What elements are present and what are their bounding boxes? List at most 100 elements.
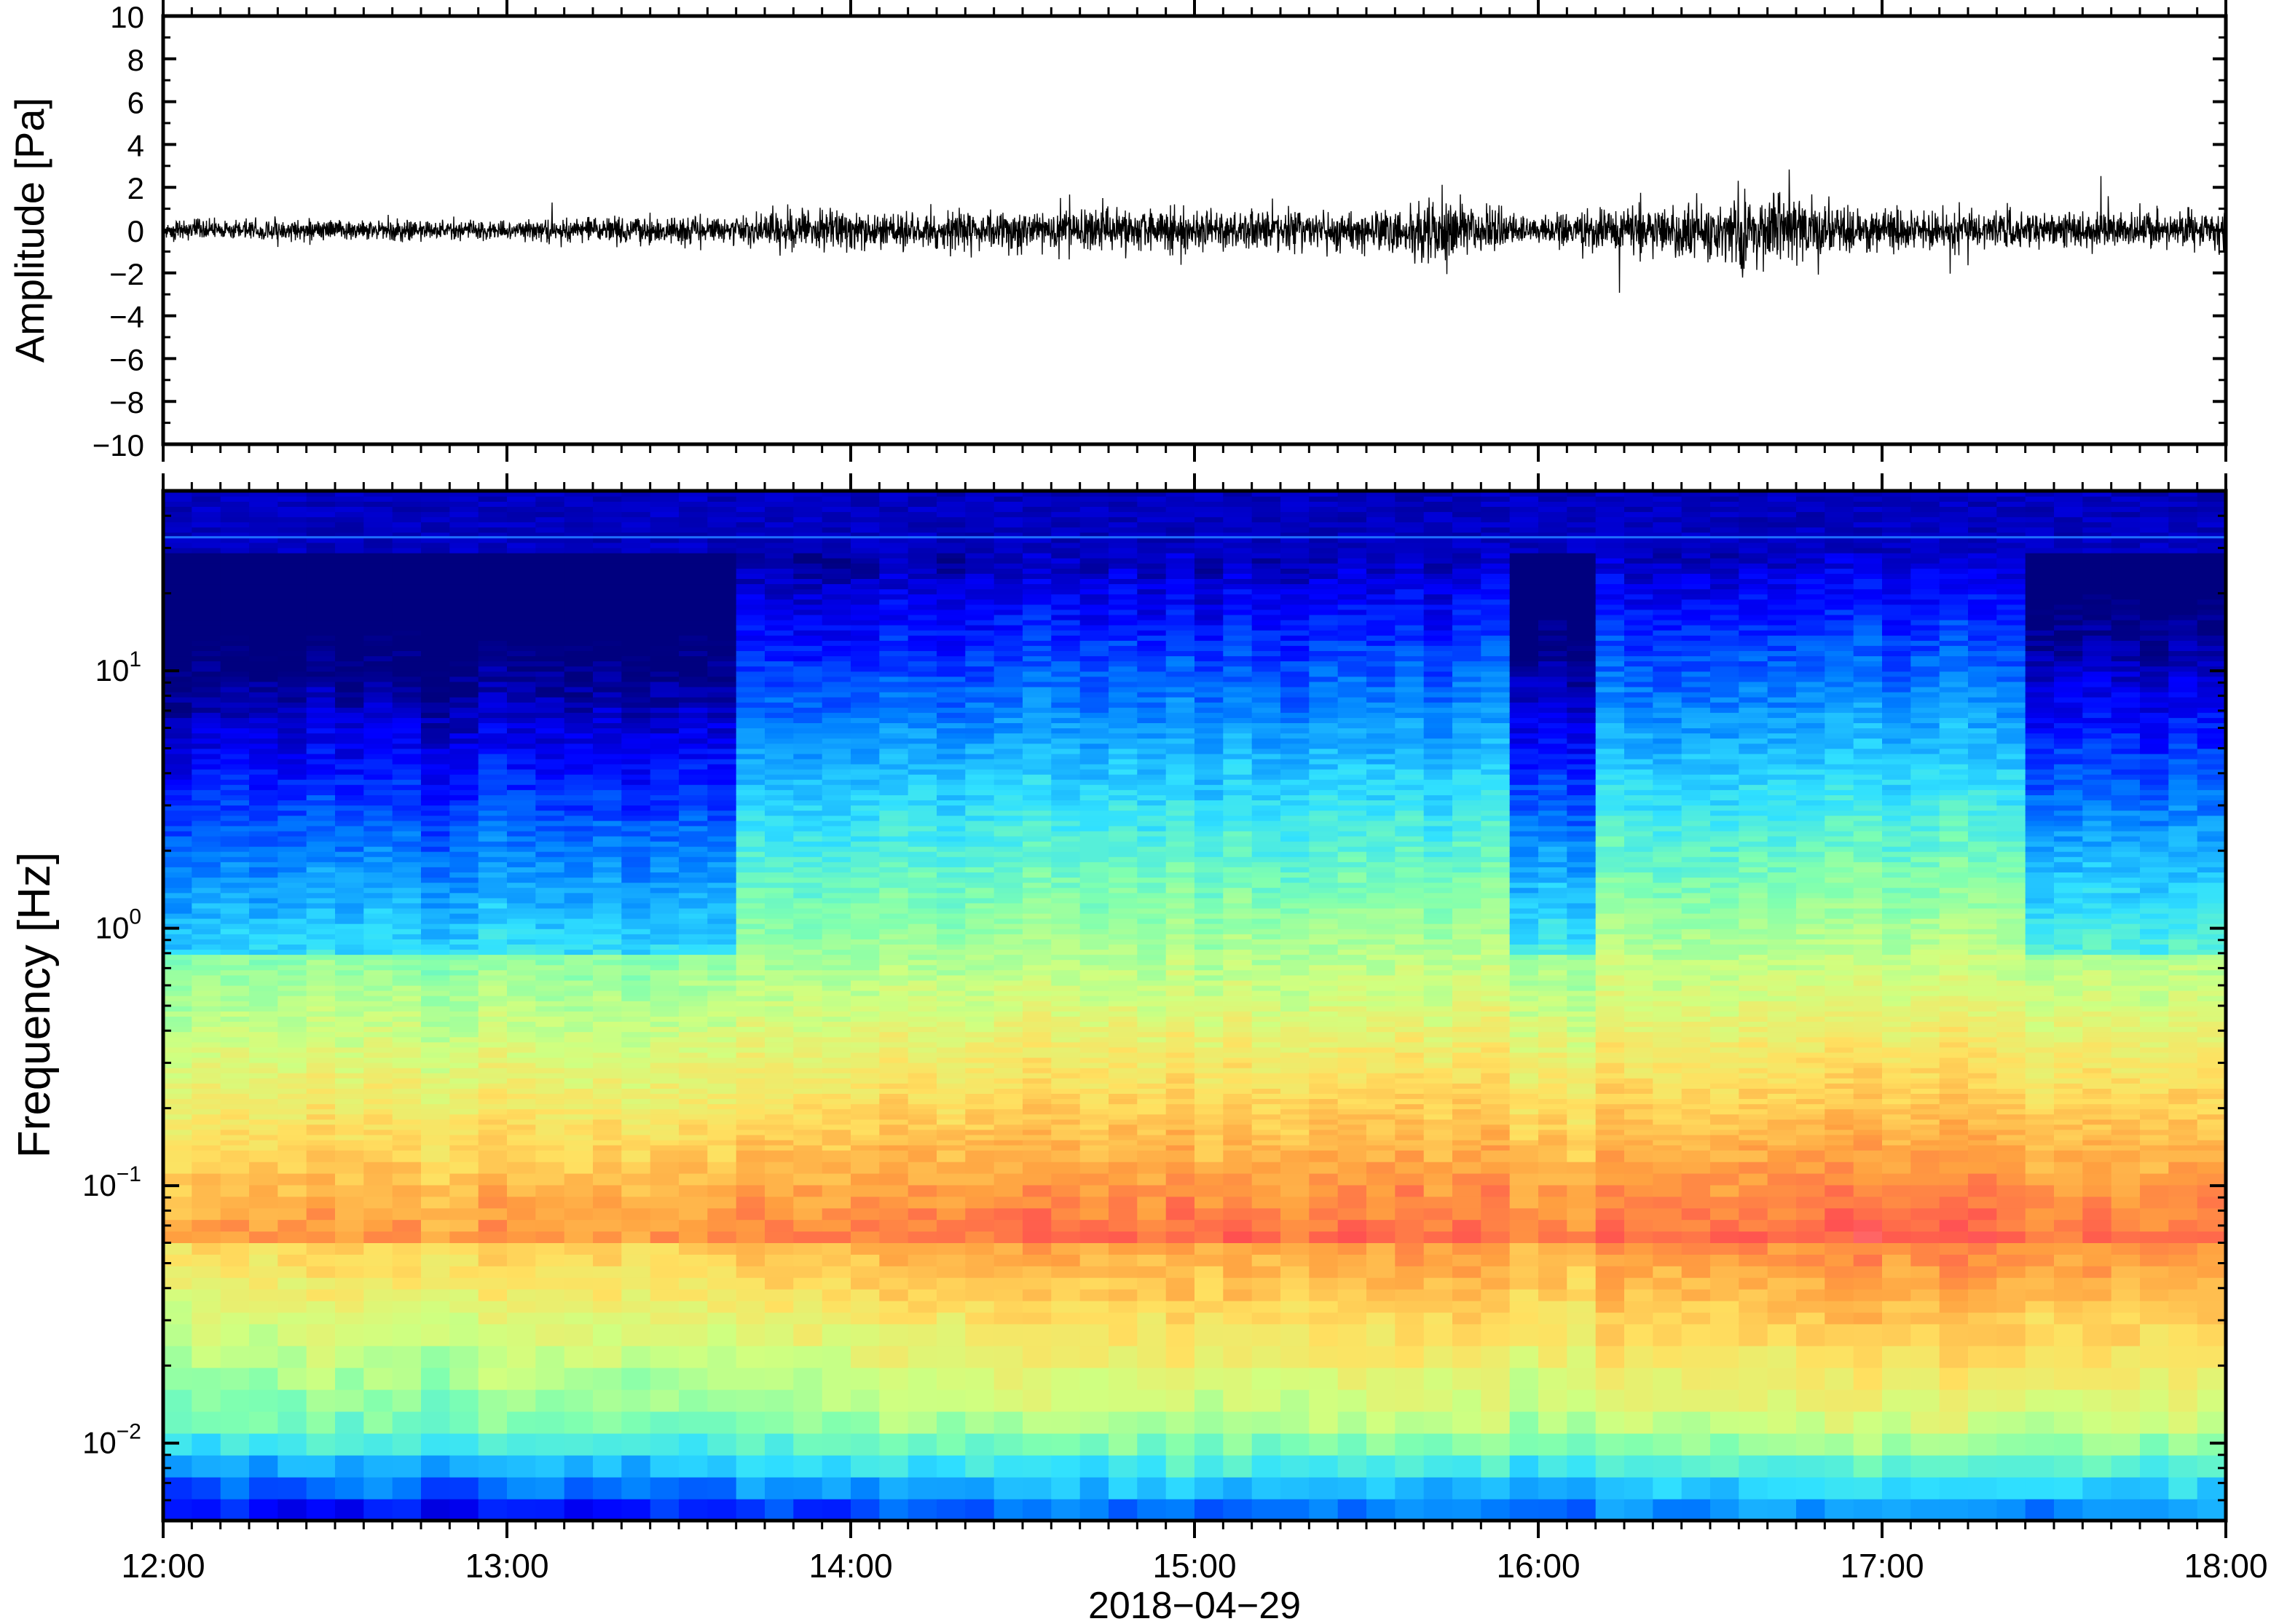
spectrogram-cell [449, 1036, 479, 1043]
spectrogram-cell [736, 588, 765, 595]
spectrogram-cell [278, 964, 307, 971]
spectrogram-cell [335, 1072, 365, 1079]
spectrogram-cell [535, 650, 565, 657]
spectrogram-cell [765, 1242, 795, 1255]
spectrogram-cell [564, 1345, 594, 1368]
spectrogram-cell [793, 635, 823, 641]
spectrogram-cell [908, 681, 937, 687]
spectrogram-cell [621, 1124, 651, 1130]
spectrogram-cell [1023, 1006, 1052, 1012]
spectrogram-cell [1051, 1144, 1081, 1151]
spectrogram-cell [993, 887, 1023, 894]
spectrogram-cell [363, 1389, 393, 1412]
spectrogram-cell [449, 650, 479, 657]
spectrogram-cell [421, 511, 451, 518]
spectrogram-cell [535, 557, 565, 564]
spectrogram-cell [421, 779, 451, 785]
spectrogram-cell [937, 1432, 967, 1456]
spectrogram-cell [1023, 516, 1052, 523]
spectrogram-cell [535, 1016, 565, 1022]
spectrogram-cell [192, 1129, 221, 1135]
spectrogram-cell [908, 1389, 937, 1412]
spectrogram-cell [335, 1000, 365, 1006]
spectrogram-cell [822, 573, 851, 579]
spectrogram-cell [392, 706, 422, 713]
spectrogram-cell [707, 619, 737, 626]
spectrogram-cell [765, 666, 795, 672]
spectrogram-cell [908, 1016, 937, 1022]
spectrogram-cell [163, 1499, 193, 1521]
spectrogram-cell [278, 733, 307, 739]
spectrogram-cell [793, 954, 823, 961]
spectrogram-cell [822, 629, 851, 636]
spectrogram-cell [335, 949, 365, 955]
spectrogram-cell [507, 882, 537, 888]
spectrogram-cell [220, 666, 250, 672]
spectrogram-cell [621, 959, 651, 966]
spectrogram-cell [851, 1144, 881, 1151]
spectrogram-cell [564, 696, 594, 703]
spectrogram-cell [163, 563, 193, 569]
spectrogram-cell [650, 1288, 680, 1301]
spectrogram-cell [707, 1046, 737, 1053]
spectrogram-cell [535, 1134, 565, 1140]
spectrogram-cell [163, 969, 193, 976]
spectrogram-cell [707, 840, 737, 847]
spectrogram-cell [535, 887, 565, 894]
spectrogram-cell [679, 1150, 709, 1162]
spectrogram-cell [449, 1124, 479, 1130]
spectrogram-cell [679, 1124, 709, 1130]
spectrogram-cell [564, 599, 594, 605]
spectrogram-cell [937, 1454, 967, 1478]
spectrogram-cell [306, 795, 336, 800]
spectrogram-cell [449, 619, 479, 626]
spectrogram-cell [879, 929, 909, 934]
spectrogram-cell [478, 1031, 508, 1038]
spectrogram-cell [564, 820, 594, 827]
spectrogram-cell [192, 1011, 221, 1017]
spectrogram-cell [908, 511, 937, 518]
spectrogram-cell [363, 934, 393, 939]
spectrogram-cell [421, 1184, 451, 1197]
spectrogram-cell [1023, 1016, 1052, 1022]
spectrogram-cell [621, 552, 651, 559]
spectrogram-cell [507, 583, 537, 590]
spectrogram-cell [879, 1088, 909, 1094]
spectrogram-cell [478, 768, 508, 775]
spectrogram-cell [478, 1411, 508, 1434]
spectrogram-cell [363, 773, 393, 780]
spectrogram-cell [965, 1476, 995, 1499]
spectrogram-cell [192, 1266, 221, 1278]
spectrogram-cell [449, 568, 479, 574]
spectrogram-cell [908, 1021, 937, 1028]
spectrogram-cell [478, 856, 508, 862]
spectrogram-cell [449, 1041, 479, 1048]
spectrogram-cell [507, 491, 537, 497]
spectrogram-cell [822, 763, 851, 770]
spectrogram-cell [851, 1345, 881, 1368]
spectrogram-cell [421, 877, 451, 883]
spectrogram-cell [593, 676, 623, 682]
spectrogram-cell [993, 1108, 1023, 1115]
spectrogram-cell [1023, 1113, 1052, 1120]
spectrogram-cell [965, 815, 995, 821]
spectrogram-cell [993, 1288, 1023, 1301]
spectrogram-cell [278, 897, 307, 904]
spectrogram-cell [449, 845, 479, 852]
spectrogram-cell [478, 614, 508, 620]
spectrogram-cell [335, 964, 365, 971]
spectrogram-cell [306, 1266, 336, 1278]
spectrogram-cell [335, 1432, 365, 1456]
spectrogram-cell [1051, 1389, 1081, 1412]
spectrogram-cell [793, 516, 823, 523]
spectrogram-cell [335, 944, 365, 950]
spectrogram-cell [621, 728, 651, 734]
spectrogram-cell [879, 1067, 909, 1073]
spectrogram-cell [993, 1300, 1023, 1313]
spectrogram-cell [650, 753, 680, 760]
spectrogram-cell [220, 686, 250, 693]
spectrogram-cell [507, 1277, 537, 1290]
spectrogram-cell [937, 923, 967, 929]
spectrogram-cell [392, 1184, 422, 1197]
spectrogram-cell [363, 1083, 393, 1089]
